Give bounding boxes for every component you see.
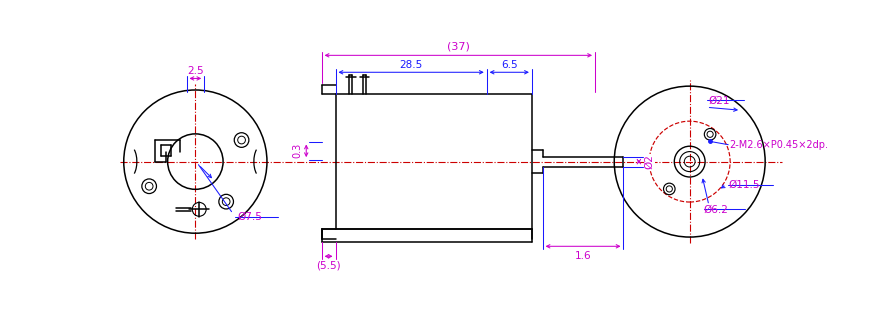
Text: 2-M2.6×P0.45×2dp.: 2-M2.6×P0.45×2dp. (730, 140, 829, 150)
Text: Ø6.2: Ø6.2 (704, 204, 729, 214)
Text: (37): (37) (447, 42, 470, 52)
Text: 28.5: 28.5 (400, 60, 422, 69)
Text: 2.5: 2.5 (187, 66, 203, 76)
Text: Ø21: Ø21 (708, 95, 730, 105)
Text: Ø2: Ø2 (645, 154, 655, 169)
Text: 6.5: 6.5 (501, 60, 517, 69)
Text: Ø11.5: Ø11.5 (729, 180, 759, 190)
Text: 1.6: 1.6 (575, 251, 591, 260)
Text: (5.5): (5.5) (316, 260, 341, 270)
Text: 0.3: 0.3 (292, 143, 302, 158)
Text: Ø7.5: Ø7.5 (237, 212, 262, 222)
